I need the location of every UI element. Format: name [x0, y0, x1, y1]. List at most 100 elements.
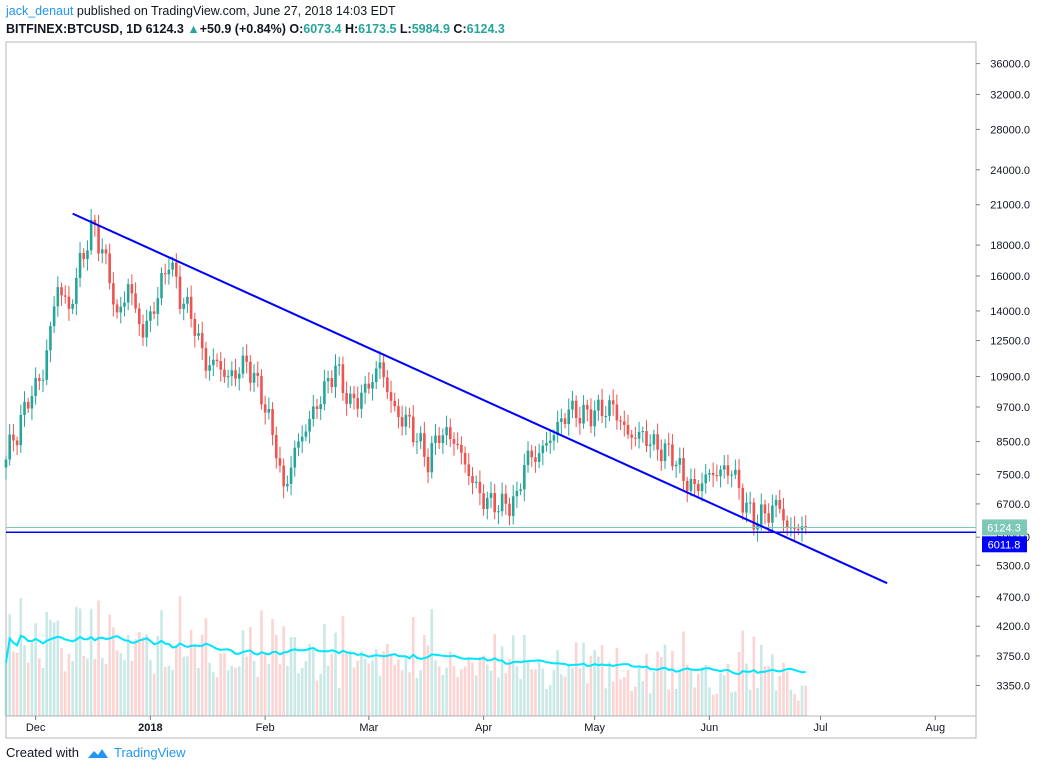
volume-bar: [482, 655, 485, 716]
open-label: O:: [289, 22, 304, 36]
change-arrow-icon: ▲: [187, 22, 200, 36]
candle-up: [652, 434, 656, 445]
candle-up: [489, 493, 493, 498]
volume-bar: [137, 632, 141, 716]
volume-bar: [71, 661, 74, 716]
y-tick-label: 3750.0: [996, 651, 1030, 663]
candle-up: [404, 414, 408, 427]
y-tick-label: 18000.0: [990, 240, 1030, 252]
candle-down: [163, 273, 167, 275]
x-tick-label: May: [584, 722, 605, 734]
volume-bar: [682, 631, 685, 716]
y-tick-label: 21000.0: [990, 200, 1030, 212]
x-tick-label: Apr: [475, 722, 492, 734]
low-value: 5984.9: [411, 22, 450, 36]
y-tick-label: 4700.0: [996, 592, 1030, 604]
volume-bar: [789, 689, 793, 716]
volume-bar: [334, 632, 337, 716]
candle-down: [600, 399, 604, 417]
volume-bar: [19, 598, 23, 716]
candle-down: [315, 406, 319, 410]
volume-bar: [330, 654, 334, 716]
volume-bar: [671, 651, 674, 716]
candle-up: [293, 447, 297, 468]
volume-bar: [226, 670, 230, 716]
candle-down: [448, 427, 452, 440]
candle-up: [119, 306, 123, 313]
volume-bar: [574, 642, 578, 716]
x-tick-label: 2018: [138, 722, 162, 734]
candle-up: [748, 502, 752, 504]
volume-bar: [434, 660, 437, 716]
candle-down: [352, 393, 356, 399]
candle-up: [149, 311, 152, 321]
candle-down: [26, 401, 30, 409]
x-tick-label: Mar: [359, 722, 378, 734]
candle-up: [4, 459, 8, 468]
volume-bar: [685, 664, 689, 716]
x-tick-label: Dec: [26, 722, 46, 734]
candle-up: [337, 364, 341, 366]
price-axis[interactable]: 36000.0 32000.0 28000.0 24000.0 21000.0 18000…: [976, 59, 1030, 693]
candle-up: [745, 502, 748, 513]
author-link[interactable]: jack_denaut: [6, 4, 74, 18]
candle-up: [241, 355, 245, 374]
candle-down: [393, 400, 397, 407]
volume-bar: [600, 645, 604, 716]
footer: Created with TradingView: [6, 745, 186, 760]
volume-bar: [752, 636, 756, 716]
volume-bar: [619, 679, 622, 716]
volume-bar: [460, 669, 463, 716]
last-price: 6124.3: [145, 22, 184, 36]
candle-down: [263, 404, 267, 413]
volume-bar: [767, 666, 770, 716]
volume-bar: [763, 666, 767, 716]
y-tick-label: 32000.0: [990, 89, 1030, 101]
volume-bar: [504, 673, 508, 716]
candle-down: [345, 393, 348, 404]
volume-bar: [93, 659, 97, 716]
candle-down: [626, 424, 630, 435]
candle-up: [689, 479, 693, 491]
volume-bar: [730, 692, 733, 716]
candle-down: [219, 361, 223, 370]
time-axis[interactable]: Dec 2018 Feb Mar Apr May Jun Jul Aug: [26, 716, 945, 734]
volume-bar: [30, 640, 34, 716]
price-chart[interactable]: 36000.0 32000.0 28000.0 24000.0 21000.0 18000…: [0, 0, 1040, 740]
volume-bar: [374, 649, 378, 716]
volume-bar: [189, 629, 193, 716]
candle-down: [589, 409, 593, 427]
candle-up: [537, 453, 541, 462]
volume-bar: [711, 694, 715, 716]
candle-down: [785, 520, 789, 528]
support-price-badge: [982, 536, 1027, 553]
candle-up: [593, 410, 596, 427]
candle-up: [19, 414, 23, 446]
candle-up: [571, 400, 574, 410]
candle-up: [500, 493, 504, 512]
volume-bar: [256, 676, 260, 716]
volume-bar: [582, 642, 585, 716]
candle-down: [408, 414, 411, 417]
volume-bar: [345, 650, 348, 716]
candle-up: [23, 401, 26, 415]
candle-up: [474, 481, 478, 483]
tradingview-brand[interactable]: TradingView: [87, 745, 186, 760]
volume-bar: [286, 665, 289, 716]
volume-bar: [4, 662, 8, 716]
volume-ma-line: [5, 634, 806, 676]
volume-bar: [589, 655, 593, 716]
candle-up: [419, 433, 422, 442]
candle-up: [86, 250, 89, 260]
volume-bar: [56, 620, 60, 716]
volume-bar: [474, 675, 478, 716]
candle-up: [41, 379, 45, 381]
volume-bar: [75, 606, 78, 716]
candle-down: [260, 375, 263, 405]
candle-up: [286, 483, 289, 487]
candle-down: [682, 458, 685, 481]
descending-trendline[interactable]: [72, 212, 888, 585]
x-tick-label: Jun: [701, 722, 719, 734]
candle-up: [552, 435, 556, 441]
volume-bar: [400, 670, 404, 716]
